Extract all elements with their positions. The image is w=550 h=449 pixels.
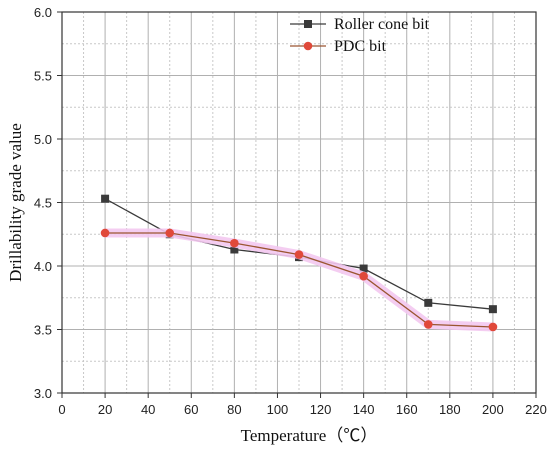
legend: Roller cone bit PDC bit <box>290 16 430 55</box>
x-tick-label: 200 <box>482 402 504 417</box>
x-tick-label: 40 <box>141 402 155 417</box>
y-tick-label: 6.0 <box>34 5 52 20</box>
x-tick-label: 80 <box>227 402 241 417</box>
data-point <box>100 228 110 238</box>
data-point <box>423 320 433 329</box>
x-tick-label: 140 <box>353 402 375 417</box>
data-point <box>230 245 239 254</box>
x-tick-label: 120 <box>310 402 332 417</box>
legend-marker <box>304 20 312 28</box>
data-point <box>488 322 498 332</box>
series-1 <box>100 228 498 332</box>
legend-item: Roller cone bit <box>290 16 430 33</box>
y-axis-title: Drillability grade value <box>6 123 25 282</box>
legend-item: PDC bit <box>290 38 387 55</box>
x-tick-label: 220 <box>525 402 547 417</box>
legend-label: Roller cone bit <box>334 16 430 33</box>
data-point <box>488 305 497 314</box>
y-tick-label: 4.0 <box>34 259 52 274</box>
y-tick-label: 3.5 <box>34 323 52 338</box>
x-tick-label: 20 <box>98 402 112 417</box>
data-point <box>101 194 110 203</box>
data-point <box>359 264 368 273</box>
y-tick-label: 3.0 <box>34 386 52 401</box>
data-point <box>359 271 368 281</box>
y-axis-ticks: 3.0 3.5 4.0 4.5 5.0 5.5 6.0 <box>34 5 62 401</box>
data-point <box>230 238 239 248</box>
series <box>100 194 498 332</box>
x-axis-title: Temperature（℃） <box>241 426 378 445</box>
data-point <box>294 250 304 259</box>
y-tick-label: 5.0 <box>34 132 52 147</box>
y-tick-label: 5.5 <box>34 69 52 84</box>
grid <box>62 12 536 393</box>
y-tick-label: 4.5 <box>34 196 52 211</box>
x-tick-label: 160 <box>396 402 418 417</box>
data-point <box>424 298 433 307</box>
x-axis-ticks: 0 20 40 60 80 100 120 140 160 180 200 220 <box>58 393 547 417</box>
legend-label: PDC bit <box>334 38 387 55</box>
x-tick-label: 0 <box>58 402 65 417</box>
x-tick-label: 60 <box>184 402 198 417</box>
data-point <box>165 228 175 238</box>
x-tick-label: 100 <box>267 402 289 417</box>
legend-marker <box>303 41 313 51</box>
x-tick-label: 180 <box>439 402 461 417</box>
